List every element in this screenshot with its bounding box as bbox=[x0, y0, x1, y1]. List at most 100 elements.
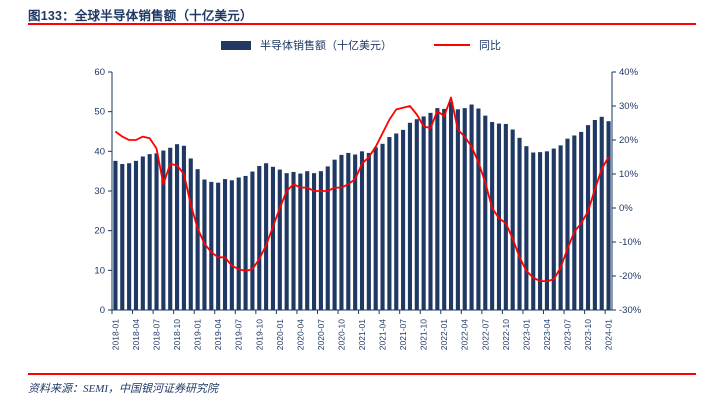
sales-bar bbox=[462, 108, 467, 310]
right-tick-label: -30% bbox=[619, 305, 642, 316]
x-tick-label: 2019-10 bbox=[254, 319, 264, 350]
sales-bar bbox=[531, 152, 536, 310]
sales-bar bbox=[592, 120, 597, 310]
sales-bar bbox=[387, 137, 392, 310]
sales-bar bbox=[264, 163, 269, 310]
x-tick-label: 2018-01 bbox=[110, 319, 120, 350]
sales-bar bbox=[490, 121, 495, 310]
right-tick-label: 30% bbox=[619, 101, 639, 112]
x-tick-label: 2023-10 bbox=[583, 319, 593, 350]
title-divider bbox=[28, 23, 696, 25]
x-tick-label: 2020-10 bbox=[336, 319, 346, 350]
sales-bar bbox=[346, 152, 351, 310]
sales-bar bbox=[270, 166, 276, 310]
figure-title: 图133：全球半导体销售额（十亿美元） bbox=[28, 9, 253, 23]
sales-bar bbox=[565, 138, 570, 310]
legend-line-swatch bbox=[434, 44, 470, 46]
left-tick-label: 40 bbox=[94, 146, 105, 157]
yoy-line bbox=[114, 96, 610, 283]
sales-bar bbox=[120, 164, 125, 310]
combo-chart: 0 10 20 30 40 50 60 -30% -20% -10% 0% 10% 20% 30% 40% 2… bbox=[94, 67, 642, 350]
sales-bar bbox=[284, 173, 289, 310]
x-tick-label: 2019-04 bbox=[213, 319, 223, 350]
sales-bar bbox=[175, 144, 180, 310]
sales-bar bbox=[599, 116, 604, 310]
x-tick-label: 2024-01 bbox=[604, 319, 614, 350]
left-tick-label: 0 bbox=[100, 305, 105, 316]
sales-bar bbox=[503, 123, 508, 311]
sales-bar bbox=[366, 152, 371, 310]
sales-bar bbox=[359, 151, 365, 310]
sales-bar bbox=[414, 119, 419, 310]
sales-bar bbox=[161, 150, 166, 310]
chart-legend: 半导体销售额（十亿美元） 同比 bbox=[0, 37, 722, 53]
sales-bar bbox=[483, 115, 488, 310]
sales-bar bbox=[291, 171, 296, 310]
legend-bar-swatch bbox=[221, 40, 251, 50]
x-tick-label: 2020-07 bbox=[316, 319, 326, 350]
sales-bar bbox=[394, 133, 399, 310]
x-tick-label: 2023-04 bbox=[542, 319, 552, 350]
sales-bar bbox=[401, 129, 406, 310]
right-tick-label: 10% bbox=[619, 169, 639, 180]
sales-bar bbox=[168, 147, 173, 310]
x-tick-label: 2022-04 bbox=[460, 319, 470, 350]
sales-bar bbox=[538, 152, 543, 310]
x-tick-label: 2023-01 bbox=[521, 319, 531, 350]
sales-bar bbox=[229, 180, 234, 310]
sales-bar bbox=[243, 175, 248, 310]
sales-bar bbox=[517, 137, 522, 310]
sales-bar bbox=[312, 173, 317, 310]
sales-bar bbox=[216, 182, 221, 310]
sales-bar bbox=[606, 121, 611, 310]
source-divider bbox=[28, 373, 696, 375]
sales-bar bbox=[373, 147, 378, 310]
x-tick-label: 2022-01 bbox=[439, 319, 449, 350]
legend-bar-label: 半导体销售额（十亿美元） bbox=[260, 40, 392, 52]
sales-bar bbox=[222, 179, 228, 310]
x-tick-label: 2021-10 bbox=[419, 319, 429, 350]
sales-bar bbox=[181, 145, 186, 310]
sales-bar bbox=[133, 160, 139, 310]
sales-bar bbox=[154, 153, 159, 310]
x-tick-label: 2018-10 bbox=[172, 319, 182, 350]
x-tick-label: 2019-07 bbox=[234, 319, 244, 350]
legend-line-label: 同比 bbox=[479, 40, 501, 52]
sales-bar bbox=[140, 156, 145, 310]
x-tick-label: 2020-01 bbox=[275, 319, 285, 350]
sales-bar bbox=[250, 171, 255, 310]
sales-bar bbox=[421, 116, 426, 311]
left-tick-label: 60 bbox=[94, 67, 105, 78]
x-tick-label: 2019-01 bbox=[193, 319, 203, 350]
sales-bar bbox=[298, 173, 303, 310]
figure-source: 资料来源：SEMI，中国银河证券研究院 bbox=[28, 383, 219, 395]
sales-bar bbox=[544, 151, 549, 310]
right-tick-label: 40% bbox=[619, 67, 639, 78]
x-tick-label: 2021-07 bbox=[398, 319, 408, 350]
sales-bar bbox=[435, 108, 440, 310]
sales-bar bbox=[551, 148, 556, 310]
sales-bar bbox=[318, 171, 323, 310]
x-tick-label: 2018-07 bbox=[152, 319, 162, 350]
sales-bar bbox=[476, 108, 481, 311]
sales-bar bbox=[558, 145, 563, 310]
sales-bar bbox=[257, 166, 262, 310]
sales-bar bbox=[524, 146, 529, 310]
sales-bar bbox=[339, 154, 344, 310]
sales-bar bbox=[579, 131, 584, 310]
sales-bar bbox=[209, 181, 214, 310]
sales-bar bbox=[195, 169, 200, 310]
sales-bar bbox=[455, 109, 460, 310]
sales-bar bbox=[380, 143, 385, 310]
right-tick-label: 0% bbox=[619, 203, 633, 214]
sales-bar bbox=[127, 163, 132, 310]
x-tick-label: 2022-10 bbox=[501, 319, 511, 350]
sales-bar bbox=[572, 135, 577, 310]
sales-bar bbox=[407, 122, 412, 311]
sales-bar bbox=[305, 171, 310, 310]
left-tick-label: 50 bbox=[94, 107, 105, 118]
sales-bar bbox=[469, 104, 474, 310]
x-tick-label: 2021-01 bbox=[357, 319, 367, 350]
x-tick-label: 2023-07 bbox=[562, 319, 572, 350]
